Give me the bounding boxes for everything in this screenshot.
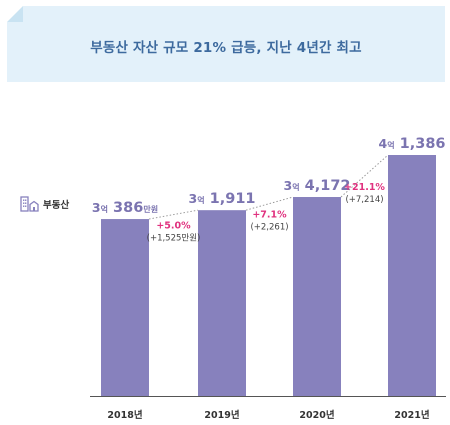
bar-0 bbox=[101, 219, 149, 396]
change-pct-1: +7.1% bbox=[252, 210, 287, 221]
x-tick-label-2: 2020년 bbox=[299, 409, 334, 421]
bar-3 bbox=[388, 155, 436, 396]
change-abs-1: (+2,261) bbox=[250, 223, 288, 233]
banner-fold-corner bbox=[7, 6, 23, 22]
value-label-2: 3억 4,172 bbox=[284, 178, 351, 194]
change-pct-0: +5.0% bbox=[156, 221, 191, 232]
value-label-3: 4억 1,386 bbox=[379, 136, 446, 152]
change-abs-2: (+7,214) bbox=[345, 195, 383, 205]
x-tick-label-0: 2018년 bbox=[107, 409, 142, 421]
building-icon bbox=[20, 196, 39, 212]
chart-title: 부동산 자산 규모 21% 급등, 지난 4년간 최고 bbox=[90, 40, 362, 56]
change-abs-0: (+1,525만원) bbox=[147, 234, 201, 244]
legend: 부동산 bbox=[20, 194, 69, 214]
x-tick-label-3: 2021년 bbox=[394, 409, 429, 421]
bar-1 bbox=[198, 210, 246, 396]
value-label-0: 3억 386만원 bbox=[92, 200, 158, 216]
change-pct-2: +21.1% bbox=[344, 182, 385, 193]
bar-2 bbox=[293, 197, 341, 396]
title-banner: 부동산 자산 규모 21% 급등, 지난 4년간 최고 bbox=[7, 6, 445, 82]
legend-label: 부동산 bbox=[43, 200, 70, 211]
x-tick-label-1: 2019년 bbox=[204, 409, 239, 421]
value-label-1: 3억 1,911 bbox=[189, 191, 256, 207]
connector-line-0 bbox=[148, 209, 199, 220]
connector-line-2 bbox=[340, 154, 389, 198]
connector-line-1 bbox=[245, 196, 294, 211]
